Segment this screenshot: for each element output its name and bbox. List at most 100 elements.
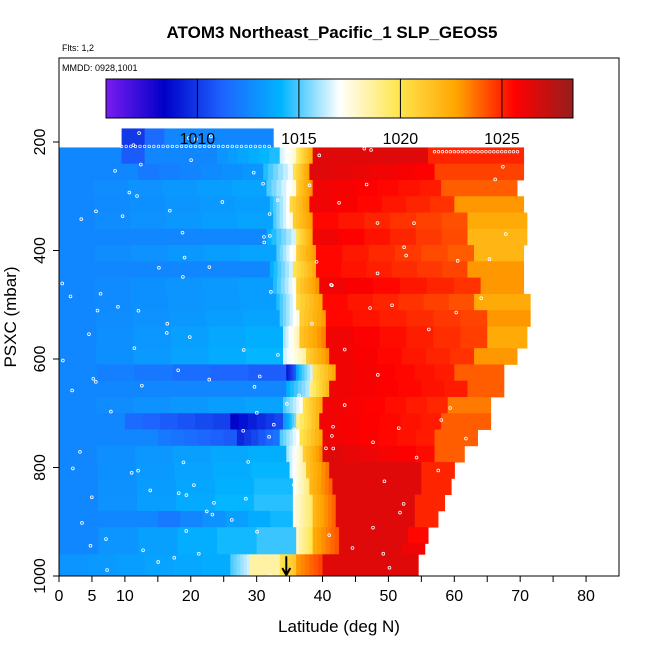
heatmap-cell [203, 245, 241, 262]
heatmap-cell [460, 326, 488, 349]
heatmap-cell [415, 212, 443, 230]
heatmap-cell [313, 462, 319, 479]
sample-marker [285, 402, 289, 406]
heatmap-cell [245, 396, 284, 414]
heatmap-cell [380, 413, 402, 430]
heatmap-cell [325, 380, 330, 398]
heatmap-cell [253, 494, 294, 512]
heatmap-cell [312, 380, 317, 398]
sample-marker [88, 543, 93, 548]
heatmap-cell [59, 212, 96, 230]
heatmap-cell [171, 429, 185, 447]
heatmap-cell [317, 462, 323, 479]
heatmap-cell [335, 364, 357, 382]
heatmap-cell [309, 554, 315, 576]
heatmap-cell [271, 179, 278, 197]
heatmap-cell [167, 245, 205, 262]
sample-marker [89, 495, 94, 500]
heatmap-cell [441, 228, 469, 246]
heatmap-cell [296, 413, 301, 430]
heatmap-cell [287, 413, 291, 430]
heatmap-cell [96, 326, 135, 349]
heatmap-cell [306, 212, 310, 230]
heatmap-cell [256, 413, 267, 430]
heatmap-cell [378, 445, 398, 463]
heatmap-cell [441, 413, 492, 430]
heatmap-cell [293, 554, 297, 576]
heatmap-cell [414, 494, 446, 512]
heatmap-cell [59, 277, 96, 295]
heatmap-cell [320, 364, 325, 382]
x-axis: 0 5 10 20 30 40 50 60 70 80 [55, 576, 595, 605]
heatmap-cell [210, 445, 250, 463]
heatmap-cell [303, 163, 308, 181]
sample-marker [251, 170, 256, 175]
heatmap-cell [312, 445, 317, 463]
sample-marker [330, 434, 334, 438]
heatmap-cell [279, 293, 284, 311]
heatmap-cell [309, 543, 314, 555]
heatmap-cell [292, 212, 297, 230]
heatmap-cell [307, 228, 311, 246]
heatmap-cell [309, 527, 314, 544]
sample-marker [135, 194, 139, 198]
heatmap-cell [134, 445, 174, 463]
heatmap-cell [292, 196, 297, 213]
heatmap-cell [273, 163, 279, 181]
heatmap-cell [294, 348, 299, 365]
heatmap-cell [289, 196, 294, 213]
heatmap-cell [306, 348, 311, 365]
heatmap-cell [135, 462, 175, 479]
heatmap-cell [395, 364, 416, 382]
heatmap-cell [448, 293, 475, 311]
heatmap-cell [273, 261, 279, 279]
heatmap-cell [306, 196, 310, 213]
heatmap-cell [434, 445, 465, 463]
heatmap-cell [59, 527, 100, 544]
sample-marker [331, 424, 335, 429]
sample-marker [375, 221, 380, 225]
heatmap-cell [332, 478, 422, 496]
heatmap-cell [279, 245, 284, 262]
heatmap-cell [299, 396, 304, 414]
heatmap-cell [278, 163, 284, 181]
heatmap-cell [379, 310, 408, 327]
heatmap-cell [447, 396, 492, 414]
heatmap-cell [288, 326, 292, 349]
heatmap-cell [351, 163, 373, 181]
heatmap-cell [251, 462, 291, 479]
sample-marker [515, 150, 520, 154]
colorbar-fill [106, 79, 573, 118]
heatmap-cell [298, 228, 303, 246]
sample-marker [331, 446, 336, 451]
chart-title: ATOM3 Northeast_Pacific_1 SLP_GEOS5 [167, 23, 498, 42]
heatmap-cell [391, 261, 418, 279]
heatmap-cell [128, 179, 164, 197]
heatmap-cell [296, 494, 301, 512]
sample-marker [239, 144, 244, 148]
heatmap-cell [406, 310, 435, 327]
heatmap-cell [263, 163, 269, 181]
heatmap-cell [276, 179, 282, 197]
sample-marker [364, 182, 369, 187]
sample-marker [436, 468, 441, 473]
heatmap-cell [421, 462, 455, 479]
heatmap-cell [270, 510, 294, 528]
heatmap-cell [319, 380, 324, 398]
sample-marker [455, 259, 460, 263]
heatmap-cell [373, 293, 399, 311]
heatmap-cell [319, 396, 324, 414]
heatmap-cell [315, 277, 320, 295]
heatmap-cell [300, 445, 304, 463]
sample-marker [137, 131, 141, 135]
heatmap-cell [95, 293, 133, 311]
heatmap-cell [225, 510, 249, 528]
sample-marker [487, 257, 492, 261]
sample-marker [170, 144, 174, 148]
sample-marker [98, 291, 103, 296]
heatmap-cell [305, 380, 310, 398]
sample-marker [288, 149, 293, 154]
sample-marker [181, 460, 186, 465]
heatmap-cell [236, 554, 241, 576]
heatmap-cell [316, 510, 321, 528]
